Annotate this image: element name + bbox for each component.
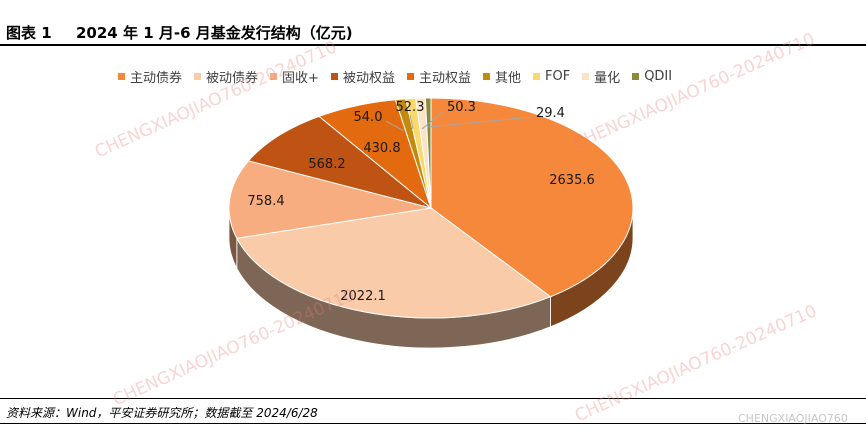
leader-line (385, 120, 405, 132)
legend-item: 主动权益 (406, 67, 471, 86)
legend-swatch (482, 72, 490, 80)
legend-label: 量化 (594, 70, 621, 86)
legend-swatch (582, 72, 590, 80)
legend-item: 被动债券 (194, 67, 258, 86)
legend-swatch (406, 72, 414, 80)
legend-swatch (118, 72, 125, 80)
figure-title: 2024 年 1 月-6 月基金发行结构（亿元) (76, 24, 353, 42)
figure-footer: 资料来源：Wind，平安证券研究所；数据截至 2024/6/28 (0, 398, 866, 424)
pie-tops (228, 97, 634, 319)
legend-label: 固收+ (282, 70, 319, 86)
data-label: 430.8 (363, 141, 400, 156)
data-label: 2635.6 (549, 173, 595, 188)
legend-swatch (270, 72, 278, 80)
figure-number: 图表 1 (6, 24, 52, 42)
legend-item: 主动债券 (118, 67, 182, 86)
legend-swatch (632, 72, 640, 80)
legend-swatch (532, 72, 540, 80)
legend-label: 被动债券 (206, 70, 259, 86)
legend-label: FOF (544, 68, 571, 84)
legend-label: 其他 (494, 70, 521, 86)
legend-swatch (194, 72, 202, 80)
leader-line (421, 110, 445, 130)
legend-label: 被动权益 (342, 70, 395, 86)
pie-slice (247, 115, 432, 209)
watermark-corner: CHENGXIAOJIAO760 (738, 412, 848, 425)
pie-slice (430, 97, 634, 298)
data-label: 52.3 (396, 100, 425, 115)
data-label: 2022.1 (340, 289, 386, 304)
legend-item: 其他 (482, 67, 521, 86)
legend-item: QDII (632, 69, 672, 84)
pie-chart: 2635.6 2022.1 758.4 568.2 430.8 54.0 52.3 50.3 2… (228, 97, 634, 349)
figure-header: 图表 1 2024 年 1 月-6 月基金发行结构（亿元) (0, 0, 866, 46)
data-label: 54.0 (354, 110, 383, 125)
legend-item: FOF (532, 68, 571, 84)
data-labels: 2635.6 2022.1 758.4 568.2 430.8 54.0 52.3 50.3 2… (247, 100, 594, 304)
pie-slice (228, 160, 432, 239)
data-label: 50.3 (447, 100, 476, 115)
legend-item: 量化 (582, 67, 620, 86)
data-label: 568.2 (308, 157, 345, 172)
legend-label: 主动权益 (418, 70, 471, 86)
chart-legend: 主动债券 被动债券 固收+ 被动权益 主动权益 其他 FOF 量化 QDII (118, 66, 684, 86)
leader-line (409, 114, 414, 130)
legend-label: QDII (644, 68, 673, 84)
pie-slice (236, 207, 552, 319)
legend-item: 固收+ (270, 67, 319, 86)
leader-line (427, 116, 533, 128)
source-note: 资料来源：Wind，平安证券研究所；数据截至 2024/6/28 (6, 406, 318, 420)
legend-label: 主动债券 (130, 70, 183, 86)
data-label: 758.4 (247, 194, 284, 209)
pie-sides (228, 207, 634, 349)
legend-item: 被动权益 (330, 67, 395, 86)
legend-swatch (330, 72, 338, 80)
data-label: 29.4 (536, 106, 565, 121)
